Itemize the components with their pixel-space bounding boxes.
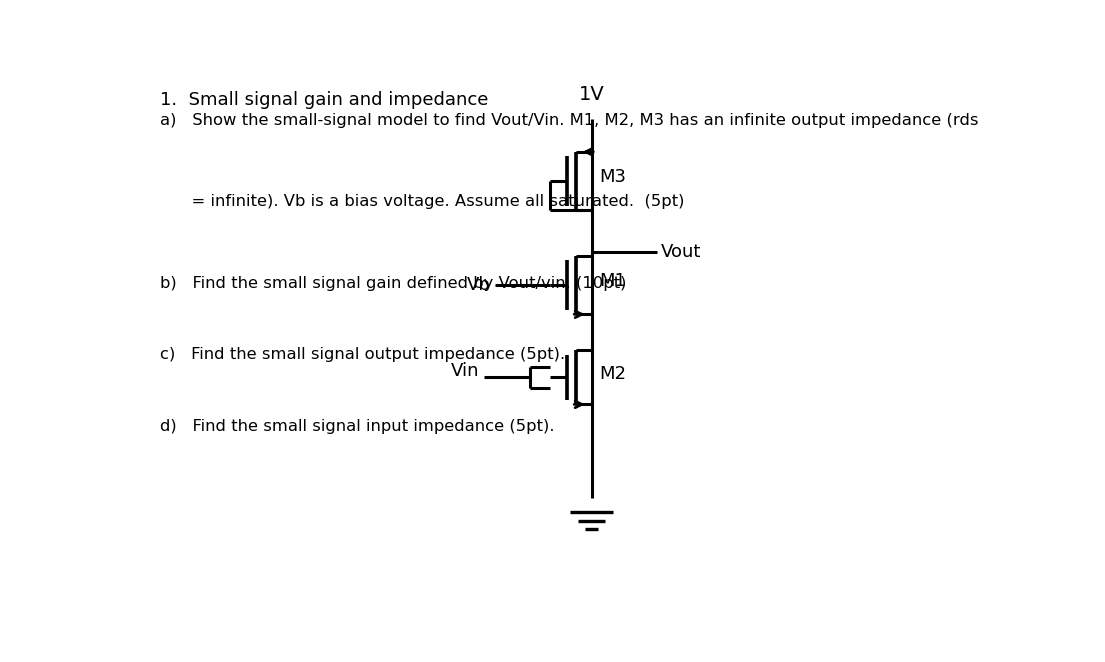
Text: M2: M2: [599, 365, 627, 383]
Text: 1V: 1V: [579, 85, 604, 104]
Text: Vb: Vb: [467, 276, 491, 294]
Text: M1: M1: [599, 272, 627, 290]
Text: = infinite). Vb is a bias voltage. Assume all saturated.  (5pt): = infinite). Vb is a bias voltage. Assum…: [160, 194, 684, 209]
Text: a)   Show the small-signal model to find Vout/Vin. M1, M2, M3 has an infinite ou: a) Show the small-signal model to find V…: [160, 113, 978, 128]
Text: Vout: Vout: [661, 243, 702, 261]
Text: 1.  Small signal gain and impedance: 1. Small signal gain and impedance: [160, 91, 488, 109]
Text: c)   Find the small signal output impedance (5pt).: c) Find the small signal output impedanc…: [160, 347, 565, 362]
Text: M3: M3: [599, 168, 627, 186]
Text: b)   Find the small signal gain defined by Vout/vin. (10pt): b) Find the small signal gain defined by…: [160, 276, 627, 291]
Text: Vin: Vin: [451, 362, 480, 380]
Text: d)   Find the small signal input impedance (5pt).: d) Find the small signal input impedance…: [160, 418, 555, 434]
